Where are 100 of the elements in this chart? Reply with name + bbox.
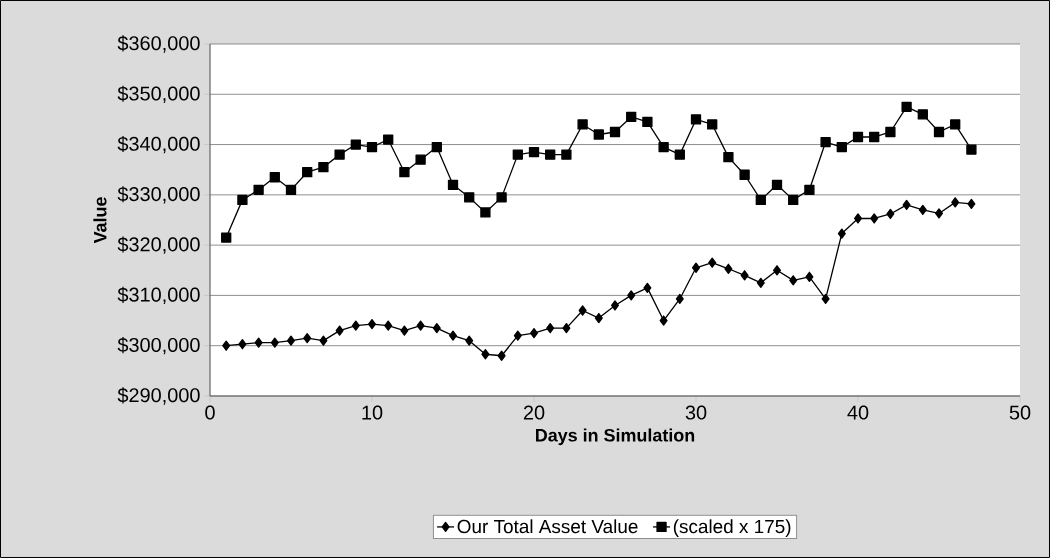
point bbox=[302, 167, 313, 178]
point bbox=[270, 337, 279, 348]
point bbox=[836, 141, 847, 153]
point bbox=[771, 179, 783, 190]
point bbox=[966, 144, 977, 155]
point bbox=[562, 322, 571, 334]
point bbox=[415, 154, 426, 165]
point bbox=[384, 320, 393, 331]
point bbox=[707, 119, 718, 130]
x-tick-label: 10 bbox=[362, 405, 383, 420]
point bbox=[642, 116, 653, 128]
point bbox=[399, 167, 410, 178]
point bbox=[286, 335, 296, 346]
x-tick-label: 50 bbox=[1009, 405, 1031, 420]
point bbox=[465, 335, 474, 346]
point bbox=[222, 340, 231, 351]
legend-label: (scaled x 175) bbox=[673, 519, 791, 537]
y-tick-label: $350,000 bbox=[117, 85, 200, 103]
point bbox=[967, 198, 976, 210]
point bbox=[643, 282, 652, 294]
point bbox=[254, 337, 263, 348]
point bbox=[902, 199, 911, 211]
x-tick-label: 20 bbox=[523, 405, 545, 420]
point bbox=[319, 335, 328, 346]
point bbox=[837, 228, 846, 239]
y-tick-label: $330,000 bbox=[117, 186, 200, 204]
point bbox=[951, 197, 960, 208]
point bbox=[626, 111, 637, 123]
point bbox=[691, 262, 701, 273]
point bbox=[723, 151, 734, 163]
x-tick-label: 0 bbox=[205, 405, 215, 420]
point bbox=[334, 149, 345, 160]
point bbox=[303, 333, 312, 344]
point bbox=[366, 141, 378, 153]
point bbox=[675, 293, 684, 305]
point bbox=[609, 126, 621, 138]
point bbox=[933, 126, 945, 138]
x-tick-label: 30 bbox=[685, 405, 707, 420]
point bbox=[528, 146, 540, 158]
point bbox=[481, 349, 490, 360]
point bbox=[497, 350, 506, 361]
point bbox=[512, 149, 523, 160]
point bbox=[335, 325, 344, 336]
point bbox=[869, 131, 880, 143]
y-tick-label: $310,000 bbox=[117, 286, 200, 305]
point bbox=[821, 293, 830, 305]
point bbox=[934, 208, 944, 219]
point bbox=[820, 136, 831, 148]
y-axis-title: Value bbox=[93, 197, 107, 244]
point bbox=[431, 141, 442, 153]
point bbox=[546, 322, 555, 334]
point bbox=[708, 257, 717, 268]
point bbox=[367, 318, 377, 330]
point bbox=[901, 101, 912, 112]
point bbox=[237, 194, 248, 206]
point bbox=[513, 330, 522, 341]
point bbox=[496, 192, 507, 203]
point bbox=[674, 149, 685, 160]
point bbox=[950, 119, 961, 130]
point bbox=[739, 169, 750, 180]
point bbox=[383, 134, 394, 145]
point bbox=[464, 192, 475, 203]
point bbox=[593, 129, 604, 140]
point bbox=[545, 149, 556, 160]
point bbox=[253, 184, 264, 195]
point bbox=[400, 325, 409, 336]
point bbox=[756, 277, 765, 288]
point bbox=[447, 179, 459, 190]
legend-label: Our Total Asset Value bbox=[457, 519, 638, 534]
y-tick-label: $320,000 bbox=[117, 236, 200, 254]
point bbox=[788, 194, 799, 206]
point bbox=[448, 330, 458, 341]
point bbox=[805, 271, 814, 282]
point bbox=[789, 275, 798, 286]
point bbox=[529, 327, 539, 339]
point bbox=[561, 149, 572, 160]
point bbox=[577, 119, 588, 130]
point bbox=[285, 184, 297, 195]
y-tick-label: $340,000 bbox=[117, 135, 200, 154]
point bbox=[238, 339, 247, 350]
y-tick-label: $300,000 bbox=[117, 337, 200, 355]
point bbox=[269, 172, 280, 183]
x-axis-title: Days in Simulation bbox=[536, 428, 695, 446]
point bbox=[627, 290, 636, 301]
y-tick-label: $360,000 bbox=[117, 35, 200, 53]
point bbox=[578, 305, 587, 316]
point bbox=[886, 208, 895, 220]
point bbox=[852, 131, 864, 143]
point bbox=[659, 315, 668, 326]
point bbox=[480, 207, 491, 218]
point bbox=[221, 232, 232, 243]
point bbox=[870, 213, 879, 224]
point bbox=[853, 213, 863, 224]
point bbox=[755, 194, 766, 206]
point bbox=[917, 109, 928, 120]
point bbox=[885, 126, 896, 138]
point bbox=[804, 184, 815, 195]
point bbox=[318, 162, 329, 173]
point bbox=[351, 320, 360, 331]
point bbox=[594, 312, 603, 324]
